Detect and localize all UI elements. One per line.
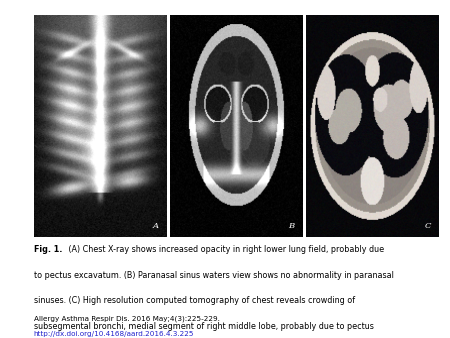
- Text: to pectus excavatum. (B) Paranasal sinus waters view shows no abnormality in par: to pectus excavatum. (B) Paranasal sinus…: [34, 271, 394, 280]
- Text: B: B: [288, 222, 295, 230]
- Text: Allergy Asthma Respir Dis. 2016 May;4(3):225-229.: Allergy Asthma Respir Dis. 2016 May;4(3)…: [34, 316, 220, 322]
- Text: sinuses. (C) High resolution computed tomography of chest reveals crowding of: sinuses. (C) High resolution computed to…: [34, 296, 355, 305]
- Text: (A) Chest X-ray shows increased opacity in right lower lung field, probably due: (A) Chest X-ray shows increased opacity …: [66, 245, 384, 254]
- Text: http://dx.doi.org/10.4168/aard.2016.4.3.225: http://dx.doi.org/10.4168/aard.2016.4.3.…: [34, 331, 194, 337]
- Text: A: A: [153, 222, 158, 230]
- Text: subsegmental bronchi, medial segment of right middle lobe, probably due to pectu: subsegmental bronchi, medial segment of …: [34, 322, 374, 331]
- Text: C: C: [424, 222, 431, 230]
- Text: Fig. 1.: Fig. 1.: [34, 245, 62, 254]
